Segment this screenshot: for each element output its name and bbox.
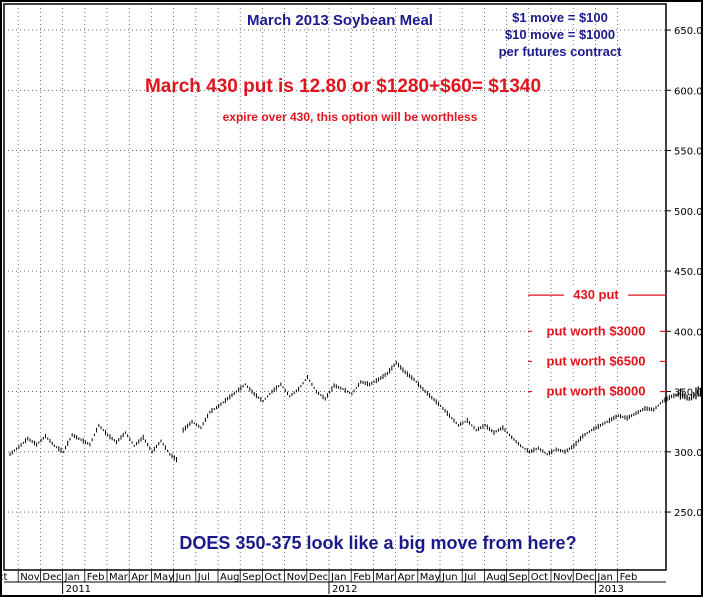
y-tick-label: 400.0 [674, 327, 703, 338]
x-tick-label: Aug [220, 572, 240, 583]
x-tick-label: ct [0, 572, 7, 583]
y-tick-label: 300.0 [674, 448, 703, 459]
y-axis: 250.0 300.0 350.0 400.0 450.0 500.0 550.0 600.0… [666, 26, 703, 519]
contract-note-1: $1 move = $100 [512, 10, 608, 25]
subheadline: expire over 430, this option will be wor… [223, 110, 478, 124]
x-tick-label: Jan [64, 572, 80, 583]
y-tick-label: 450.0 [674, 267, 703, 278]
year-label: 2012 [332, 584, 357, 595]
y-tick-label: 600.0 [674, 86, 703, 97]
x-tick-label: May [153, 572, 174, 583]
y-tick-label: 500.0 [674, 207, 703, 218]
x-tick-label: Feb [620, 572, 638, 583]
x-tick-label: Jan [596, 572, 612, 583]
x-tick-label: Jun [175, 572, 192, 583]
x-tick-label: Nov [287, 572, 307, 583]
x-tick-label: Sep [509, 572, 528, 583]
x-tick-label: May [420, 572, 441, 583]
x-tick-label: Aug [486, 572, 506, 583]
y-tick-label: 250.0 [674, 508, 703, 519]
x-tick-label: Oct [531, 572, 548, 583]
annotation-label-bg [532, 383, 660, 399]
contract-note-3: per futures contract [499, 44, 622, 59]
contract-note-2: $10 move = $1000 [505, 27, 615, 42]
annotation-label: put worth $6500 [547, 353, 646, 368]
chart-title: March 2013 Soybean Meal [247, 12, 433, 29]
x-tick-label: Feb [87, 572, 105, 583]
price-series [9, 360, 703, 463]
x-tick-label: Jan [330, 572, 346, 583]
x-tick-label: Apr [398, 572, 416, 583]
x-tick-label: Nov [20, 572, 40, 583]
annotation-label-bg [532, 323, 660, 339]
headline: March 430 put is 12.80 or $1280+$60= $13… [145, 76, 541, 97]
annotation-label-bg [532, 353, 660, 369]
x-tick-label: Jul [463, 572, 476, 583]
x-tick-label: Dec [575, 572, 594, 583]
annotation-label: put worth $3000 [547, 323, 646, 338]
x-tick-label: Dec [309, 572, 328, 583]
x-tick-label: Mar [375, 572, 395, 583]
x-axis: ct Nov Dec Jan Feb Mar Apr May Jun Jul Aug Sep Oct No… [0, 570, 637, 595]
question-text: DOES 350-375 look like a big move from h… [179, 533, 576, 553]
annotations: 430 put put worth $3000 put worth $6500 put… [528, 287, 666, 399]
year-label: 2011 [66, 584, 91, 595]
x-tick-label: Apr [131, 572, 149, 583]
x-tick-label: Feb [353, 572, 371, 583]
y-tick-label: 550.0 [674, 147, 703, 158]
x-tick-label: Jun [441, 572, 458, 583]
y-tick-label: 350.0 [674, 388, 703, 399]
x-tick-label: Dec [42, 572, 61, 583]
x-tick-label: Oct [264, 572, 281, 583]
x-tick-label: Mar [109, 572, 129, 583]
x-tick-label: Nov [553, 572, 573, 583]
annotation-label-bg [564, 287, 628, 303]
y-tick-label: 650.0 [674, 26, 703, 37]
x-tick-label: Sep [242, 572, 261, 583]
annotation-label: put worth $8000 [547, 384, 646, 399]
year-label: 2013 [598, 584, 623, 595]
x-tick-label: Jul [197, 572, 210, 583]
plot-frame [3, 3, 667, 571]
annotation-label: 430 put [573, 287, 619, 302]
